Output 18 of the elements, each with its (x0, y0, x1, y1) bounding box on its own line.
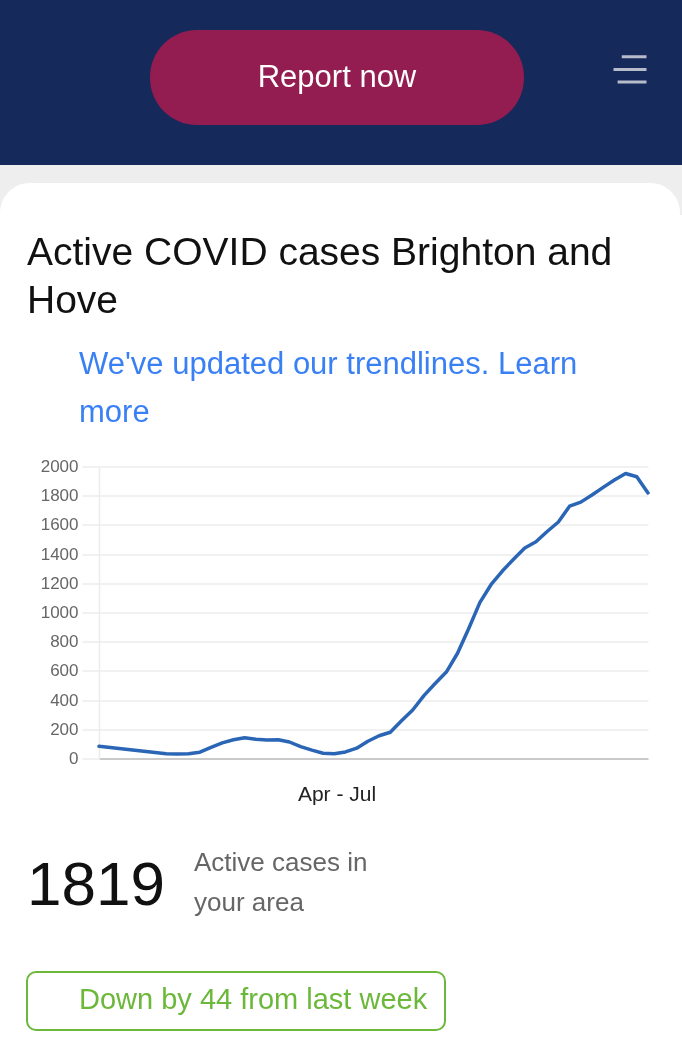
y-tick-label: 600 (50, 661, 79, 681)
text: We've updated our trendlines. Learn more (79, 346, 578, 429)
y-tick-label: 1400 (40, 544, 79, 564)
text: Report now (257, 59, 417, 94)
text: Active cases in your area (194, 847, 368, 917)
y-tick-label: 400 (50, 690, 79, 710)
y-tick-label: 2000 (40, 457, 79, 476)
y-tick-label: 200 (50, 719, 79, 739)
x-axis-title: Apr - Jul (297, 781, 377, 805)
y-tick-label: 1800 (40, 486, 79, 506)
text: Down by 44 from last week (79, 983, 428, 1015)
y-tick-label: 1200 (40, 573, 79, 593)
y-tick-label: 800 (50, 632, 79, 652)
y-tick-label: 1600 (40, 515, 79, 535)
chart-title: Active COVID cases Brighton and Hove (27, 230, 613, 321)
y-tick-label: 0 (69, 749, 79, 768)
text: 1819 (27, 849, 165, 918)
y-tick-label: 1000 (40, 603, 79, 622)
